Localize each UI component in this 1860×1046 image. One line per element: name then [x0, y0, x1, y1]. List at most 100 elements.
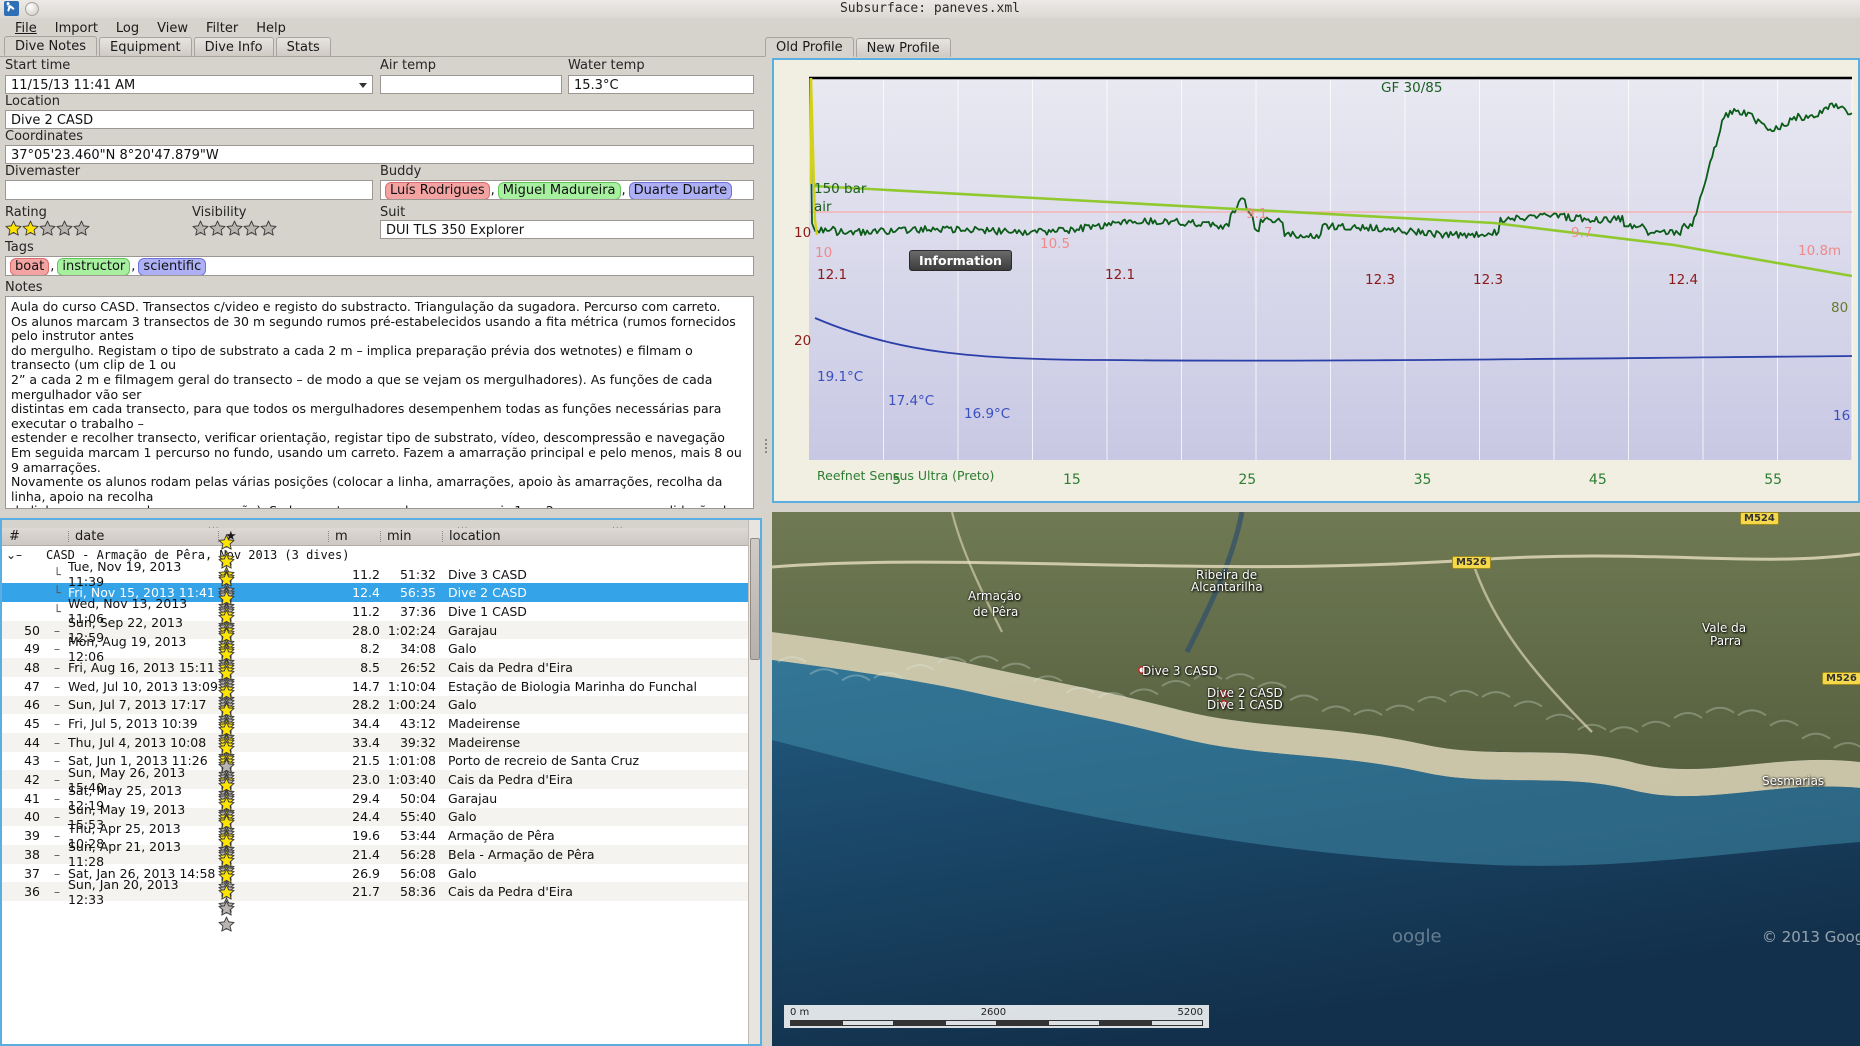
menu-item-file[interactable]: File	[6, 19, 46, 38]
column-header-depth[interactable]: m	[328, 529, 380, 544]
group-expander-icon[interactable]: ⌄–	[6, 548, 23, 563]
right-tabstrip: Old Profile New Profile	[760, 37, 1860, 57]
dive-profile-panel[interactable]: 5 15 25 35 45 55 GF 30/85 150 bar air 10 10 12.1 10…	[772, 58, 1860, 503]
tab-new-profile[interactable]: New Profile	[855, 38, 951, 57]
dive-row-date: Fri, Aug 16, 2013 15:11	[68, 659, 215, 675]
column-handle-dots[interactable]: ...	[208, 521, 220, 531]
dive-list-row[interactable]: 42– Sun, May 26, 2013 15:40 23.0 1:03:40 Cai…	[2, 740, 760, 820]
menu-item-view[interactable]: View	[148, 19, 197, 38]
dive-row-duration: 1:02:24	[387, 622, 436, 638]
menu-item-filter[interactable]: Filter	[197, 19, 247, 38]
rating-stars[interactable]	[5, 220, 90, 236]
dive-row-number: 37	[24, 865, 40, 881]
air-temp-input[interactable]	[380, 75, 562, 94]
dive-profile-chart[interactable]: 5 15 25 35 45 55	[774, 60, 1858, 501]
divemaster-input[interactable]	[5, 180, 373, 200]
dive-row-tree-marker: –	[53, 884, 61, 900]
dive-map-panel[interactable]: © 2013 Google oogle Armação de Pêra Ribeira…	[772, 512, 1860, 1046]
column-header-duration[interactable]: min	[380, 529, 442, 544]
menu-label-file: File	[15, 20, 37, 36]
map-scale-bar: 0 m 2600 5200	[784, 1005, 1209, 1028]
dive-list-row[interactable]: 49– Mon, Aug 19, 2013 12:06 8.2 34:08 Galo	[2, 609, 760, 689]
column-handle-dots[interactable]: ...	[457, 521, 469, 531]
location-input[interactable]: Dive 2 CASD	[5, 110, 754, 129]
air-temp-label: Air temp	[380, 58, 436, 73]
column-header-rating[interactable]: ★	[218, 529, 328, 544]
dive-row-depth: 12.4	[352, 585, 380, 601]
dive-list-panel: ... ... ... # date ★ m min location ⌄– CA…	[0, 518, 762, 1046]
dive-row-tree-marker: –	[53, 809, 61, 825]
dive-list-row[interactable]: 50– Sun, Sep 22, 2013 12:59 28.0 1:02:24 Gar…	[2, 590, 760, 670]
column-header-location[interactable]: location	[442, 529, 760, 544]
dive-list-row[interactable]: └ Tue, Nov 19, 2013 11:39 11.2 51:32 Dive 3 …	[2, 534, 760, 614]
notes-textarea[interactable]: Aula do curso CASD. Transectos c/video e…	[5, 296, 754, 509]
map-canvas[interactable]: © 2013 Google oogle	[772, 512, 1860, 1046]
chart-annotation: 17.4°C	[888, 393, 935, 409]
buddy-chip-1[interactable]: Luís Rodrigues	[385, 182, 490, 199]
tab-dive-info[interactable]: Dive Info	[193, 37, 274, 56]
coordinates-value: 37°05'23.460"N 8°20'47.879"W	[11, 148, 219, 163]
chart-annotation: 9.7	[1571, 225, 1593, 241]
dive-row-location: Galo	[448, 641, 477, 657]
dive-list-row[interactable]: └ Fri, Nov 15, 2013 11:41 12.4 56:35 Dive 2 …	[2, 553, 760, 633]
coordinates-input[interactable]: 37°05'23.460"N 8°20'47.879"W	[5, 145, 754, 164]
dive-list-scrollbar[interactable]	[748, 520, 760, 1044]
chevron-down-icon[interactable]	[359, 82, 367, 88]
chart-annotation: GF 30/85	[1381, 80, 1443, 96]
column-handle-dots[interactable]: ...	[612, 521, 624, 531]
dive-list-row[interactable]: 41– Sat, May 25, 2013 12:19 29.4 50:04 Garaj…	[2, 758, 760, 838]
dive-list-body[interactable]: ⌄– CASD - Armação de Pêra, Nov 2013 (3 di…	[2, 534, 760, 932]
buddy-chip-2[interactable]: Miguel Madureira	[497, 182, 621, 199]
tab-dive-notes[interactable]: Dive Notes	[4, 36, 97, 56]
tab-stats[interactable]: Stats	[275, 37, 331, 56]
column-header-date[interactable]: date	[68, 529, 218, 544]
dive-row-number: 36	[24, 884, 40, 900]
dive-row-depth: 33.4	[352, 734, 380, 750]
menu-label-filter: Filter	[206, 20, 239, 36]
vertical-splitter[interactable]	[762, 57, 772, 1046]
splitter-grip[interactable]	[765, 437, 768, 457]
menu-item-help[interactable]: Help	[247, 19, 295, 38]
dive-row-date: Sat, May 25, 2013 12:19	[68, 783, 182, 814]
notes-line: 2” a cada 2 m e filmagem geral do transe…	[11, 371, 713, 402]
dive-list-row[interactable]: 45– Fri, Jul 5, 2013 10:39 34.4 43:12 Madeir…	[2, 684, 760, 764]
dive-row-tree-marker: └	[53, 603, 61, 619]
dive-list-row[interactable]: 36– Sun, Jan 20, 2013 12:33 21.7 58:36 Cais …	[2, 852, 760, 932]
menu-item-import[interactable]: Import	[46, 19, 107, 38]
dive-list-row[interactable]: 39– Thu, Apr 25, 2013 10:28 19.6 53:44 Armaç…	[2, 796, 760, 876]
tag-chip-boat[interactable]: boat	[10, 258, 50, 275]
buddy-chips: Luís Rodrigues, Miguel Madureira, Duarte D…	[385, 182, 749, 199]
tab-equipment[interactable]: Equipment	[99, 37, 192, 56]
dive-list-row[interactable]: 47– Wed, Jul 10, 2013 13:09 14.7 1:10:04 Est…	[2, 646, 760, 726]
dive-row-location: Bela - Armação de Pêra	[448, 846, 595, 862]
tags-input[interactable]: boat, instructor, scientific	[5, 256, 754, 276]
dive-row-number: 40	[24, 809, 40, 825]
start-time-input[interactable]: 11/15/13 11:41 AM	[5, 75, 373, 94]
dive-row-depth: 11.2	[352, 566, 380, 582]
column-header-number[interactable]: #	[9, 529, 20, 544]
buddy-chip-3[interactable]: Duarte Duarte	[628, 182, 733, 199]
dive-list-row[interactable]: 46– Sun, Jul 7, 2013 17:17 28.2 1:00:24 Galo	[2, 665, 760, 745]
suit-input[interactable]: DUI TLS 350 Explorer	[380, 220, 754, 239]
tag-chip-instructor[interactable]: instructor	[57, 258, 131, 275]
map-place-label: Vale da	[1702, 621, 1747, 635]
dive-list-row[interactable]: 48– Fri, Aug 16, 2013 15:11 8.5 26:52 Cais d…	[2, 628, 760, 708]
information-button[interactable]: Information	[909, 250, 1012, 271]
dive-list-column-handles[interactable]: ... ... ...	[2, 520, 760, 531]
chart-annotation: 12.3	[1473, 272, 1504, 288]
notes-line: do mergulho. Registam o tipo de substrat…	[11, 342, 693, 373]
tag-chip-scientific[interactable]: scientific	[138, 258, 207, 275]
tab-old-profile[interactable]: Old Profile	[765, 37, 854, 57]
dive-list-scroll-thumb[interactable]	[750, 538, 760, 660]
dive-list-row[interactable]: 44– Thu, Jul 4, 2013 10:08 33.4 39:32 Madeir…	[2, 702, 760, 782]
water-temp-input[interactable]: 15.3°C	[568, 75, 754, 94]
menu-item-log[interactable]: Log	[107, 19, 148, 38]
chart-annotation: 12.4	[1668, 272, 1699, 288]
suit-label: Suit	[380, 205, 406, 220]
map-place-label: Armação	[968, 589, 1022, 603]
dive-group-row[interactable]: ⌄– CASD - Armação de Pêra, Nov 2013 (3 di…	[2, 546, 760, 565]
buddy-input[interactable]: Luís Rodrigues, Miguel Madureira, Duarte D…	[380, 180, 754, 200]
visibility-stars[interactable]	[192, 220, 277, 236]
dive-row-number: 47	[24, 678, 40, 694]
dive-list-row[interactable]: 38– Sun, Apr 21, 2013 11:28 21.4 56:28 Bela …	[2, 814, 760, 894]
